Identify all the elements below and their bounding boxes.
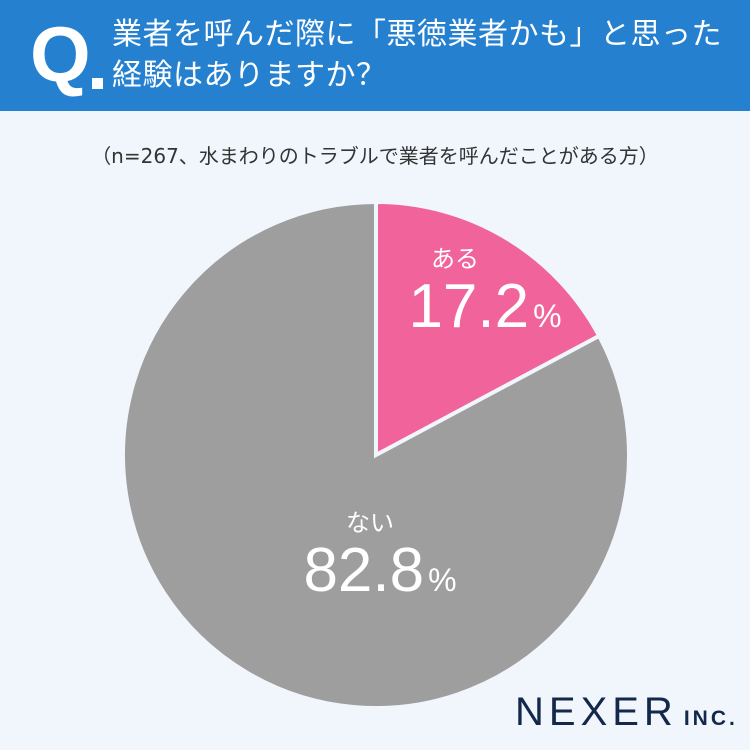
- label-no-name: ない: [346, 509, 394, 537]
- pie-slice-yes: [374, 199, 602, 459]
- pie-slice-no: [121, 199, 631, 710]
- logo-suffix: INC.: [683, 707, 738, 730]
- label-yes-pct: %: [533, 298, 562, 334]
- label-no-value: 82.8: [303, 536, 425, 605]
- label-yes: ある 17.2%: [385, 244, 585, 340]
- question-line-1: 業者を呼んだ際に「悪徳業者かも」と思った: [112, 17, 722, 52]
- question-text: 業者を呼んだ際に「悪徳業者かも」と思った 経験はありますか？: [112, 14, 722, 96]
- sample-note: （n=267、水まわりのトラブルで業者を呼んだことがある方）: [91, 144, 659, 168]
- label-yes-name: ある: [431, 245, 479, 273]
- label-yes-value: 17.2: [408, 272, 530, 341]
- label-no-pct: %: [428, 562, 457, 598]
- logo-name: NEXER: [515, 690, 678, 734]
- q-dot: [92, 78, 103, 89]
- question-line-2: 経験はありますか？: [112, 58, 387, 93]
- question-header: Q 業者を呼んだ際に「悪徳業者かも」と思った 経験はありますか？: [0, 0, 750, 111]
- nexer-logo: NEXER INC.: [515, 690, 738, 735]
- q-mark: Q: [30, 10, 91, 98]
- label-no: ない 82.8%: [280, 508, 480, 604]
